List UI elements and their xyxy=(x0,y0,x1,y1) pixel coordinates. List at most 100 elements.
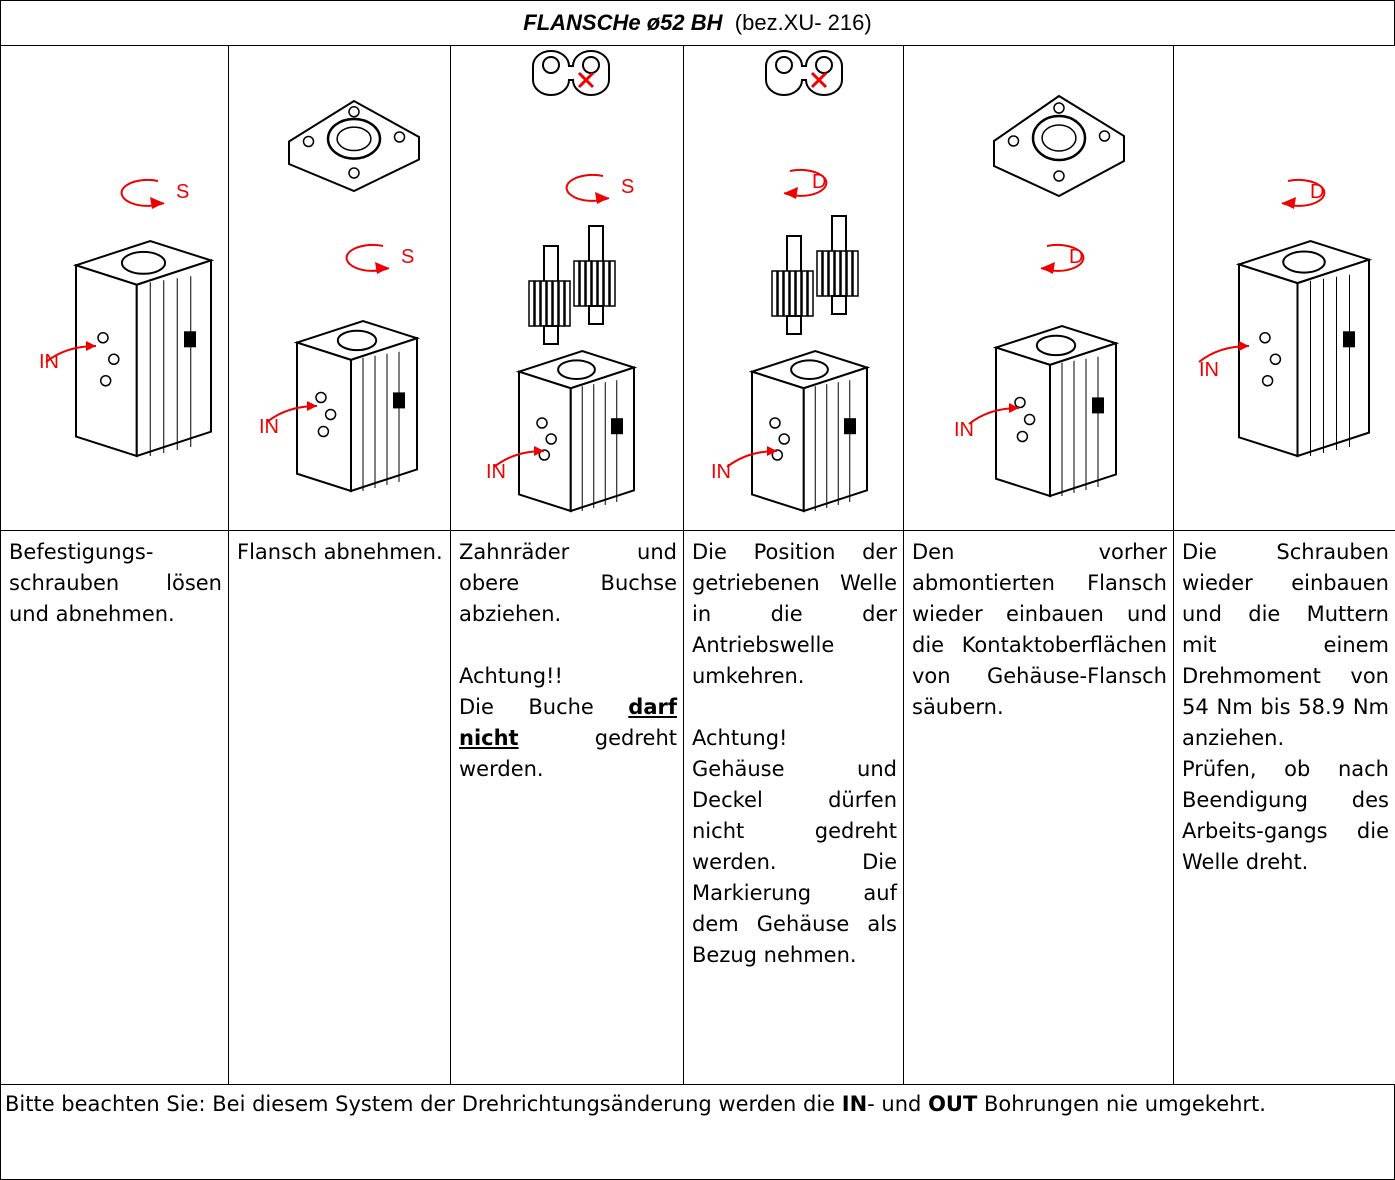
rotation-arrow xyxy=(1040,243,1085,272)
reference: (bez.XU- 216) xyxy=(734,10,872,35)
gear-tooth xyxy=(795,270,802,317)
pump-bore xyxy=(336,329,378,352)
pump-bore xyxy=(120,250,167,275)
pump-front xyxy=(751,370,805,513)
arrow-head xyxy=(86,341,96,351)
pump-hole xyxy=(1023,413,1036,426)
image-cell: D IN xyxy=(1173,45,1395,531)
gear-tooth xyxy=(801,270,808,317)
text-run: Gehäuse und Deckel dürfen nicht gedreht … xyxy=(692,757,897,967)
flange-bore xyxy=(1031,114,1087,162)
pump-mark xyxy=(1343,331,1355,348)
flange-hole xyxy=(302,135,315,148)
rotation-label: S xyxy=(176,181,189,203)
pump-side xyxy=(135,259,212,458)
flange-hole xyxy=(348,167,360,179)
paragraph: Achtung! xyxy=(692,723,897,754)
forbidden-mark xyxy=(577,71,595,89)
flange-hole xyxy=(1007,135,1020,147)
gear-tooth xyxy=(564,280,571,327)
paragraph: Achtung!! xyxy=(459,661,677,692)
pump-mark xyxy=(844,418,856,435)
rotation-arrow xyxy=(783,168,828,197)
pump-hole xyxy=(536,417,548,429)
rotation-label: S xyxy=(621,176,634,198)
pump-hole xyxy=(108,353,120,365)
arrow-head xyxy=(1009,403,1019,413)
pump-hole xyxy=(317,425,330,438)
text-run: Achtung! xyxy=(692,726,788,750)
arrow-head xyxy=(1239,341,1249,351)
bushing xyxy=(765,50,843,96)
gear-tooth xyxy=(591,260,598,307)
arrow-head xyxy=(1041,262,1055,274)
pump-bore xyxy=(1035,334,1077,357)
text-run: Zahnräder und obere Buchse abziehen. xyxy=(459,540,677,626)
text-run: gedreht werden. xyxy=(459,726,677,781)
text-run: Befestigungs-schrauben lösen und abnehme… xyxy=(9,540,222,626)
pump-hole xyxy=(769,417,781,429)
text-run: - und xyxy=(867,1092,929,1116)
rotation-label: D xyxy=(812,171,826,193)
image-cell: D IN xyxy=(683,45,904,531)
flange xyxy=(993,94,1125,198)
paragraph: Flansch abnehmen. xyxy=(237,537,444,568)
gear-shaft xyxy=(588,305,604,325)
arrow-head xyxy=(595,192,609,204)
paragraph: Die Schrauben wieder einbauen und die Mu… xyxy=(1182,537,1389,754)
arrow-head xyxy=(150,197,164,209)
pump-side xyxy=(802,366,868,513)
pump-mark xyxy=(611,418,623,435)
pump-bore xyxy=(1282,250,1326,274)
text-run: Bohrungen nie umgekehrt. xyxy=(977,1092,1266,1116)
pump-side xyxy=(1296,258,1370,458)
bushing-hole xyxy=(775,56,793,74)
flange-hole xyxy=(1098,130,1111,142)
gear-shaft xyxy=(831,295,847,315)
pump-bore xyxy=(557,359,596,380)
gear-tooth xyxy=(603,260,610,307)
title: FLANSCHe ø52 BH xyxy=(523,10,723,35)
step-illustration: D IN xyxy=(711,50,871,513)
gear-tooth xyxy=(585,260,592,307)
text-cell: Befestigungs-schrauben lösen und abnehme… xyxy=(0,530,229,1085)
title-row: FLANSCHe ø52 BH (bez.XU- 216) xyxy=(0,0,1395,46)
flange-hole xyxy=(1053,170,1065,182)
gear-tooth xyxy=(789,270,796,317)
rotation-label: S xyxy=(401,246,414,268)
pump-hole xyxy=(315,391,327,404)
arrow-head xyxy=(767,446,777,456)
pump-hole xyxy=(778,433,790,445)
gear-tooth xyxy=(552,280,559,327)
paragraph xyxy=(692,692,897,723)
gear-shaft xyxy=(786,315,802,335)
rotation-arrow xyxy=(345,243,390,272)
text-run: Bitte beachten Sie: Bei diesem System de… xyxy=(5,1092,842,1116)
text-cell: Die Schrauben wieder einbauen und die Mu… xyxy=(1173,530,1395,1085)
gear-tooth xyxy=(807,270,814,317)
pump-hole xyxy=(545,433,557,445)
gear-tooth xyxy=(816,250,823,297)
pump-mark xyxy=(184,331,196,348)
gear-shaft xyxy=(588,225,604,267)
text-cell: Flansch abnehmen. xyxy=(228,530,451,1085)
gear-tooth xyxy=(852,250,859,297)
arrow-head xyxy=(1282,197,1296,209)
pump-hole xyxy=(99,375,112,387)
inlet-label: IN xyxy=(711,461,731,483)
image-cell: S IN xyxy=(0,45,229,531)
text-run: Flansch abnehmen. xyxy=(237,540,443,564)
arrow-head xyxy=(784,187,798,199)
gear-shaft xyxy=(831,215,847,257)
rotation-label: D xyxy=(1310,181,1324,203)
rotation-arrow xyxy=(565,173,610,202)
flange-hole xyxy=(393,131,406,143)
rotation-arrow xyxy=(120,178,165,207)
rotation-arrow xyxy=(1281,178,1326,207)
text-run: Achtung!! xyxy=(459,664,563,688)
pump-front xyxy=(296,341,352,493)
step-illustration: S IN xyxy=(259,99,421,493)
text-run: IN xyxy=(841,1092,868,1116)
pump-side xyxy=(569,366,635,513)
paragraph: Gehäuse und Deckel dürfen nicht gedreht … xyxy=(692,754,897,971)
